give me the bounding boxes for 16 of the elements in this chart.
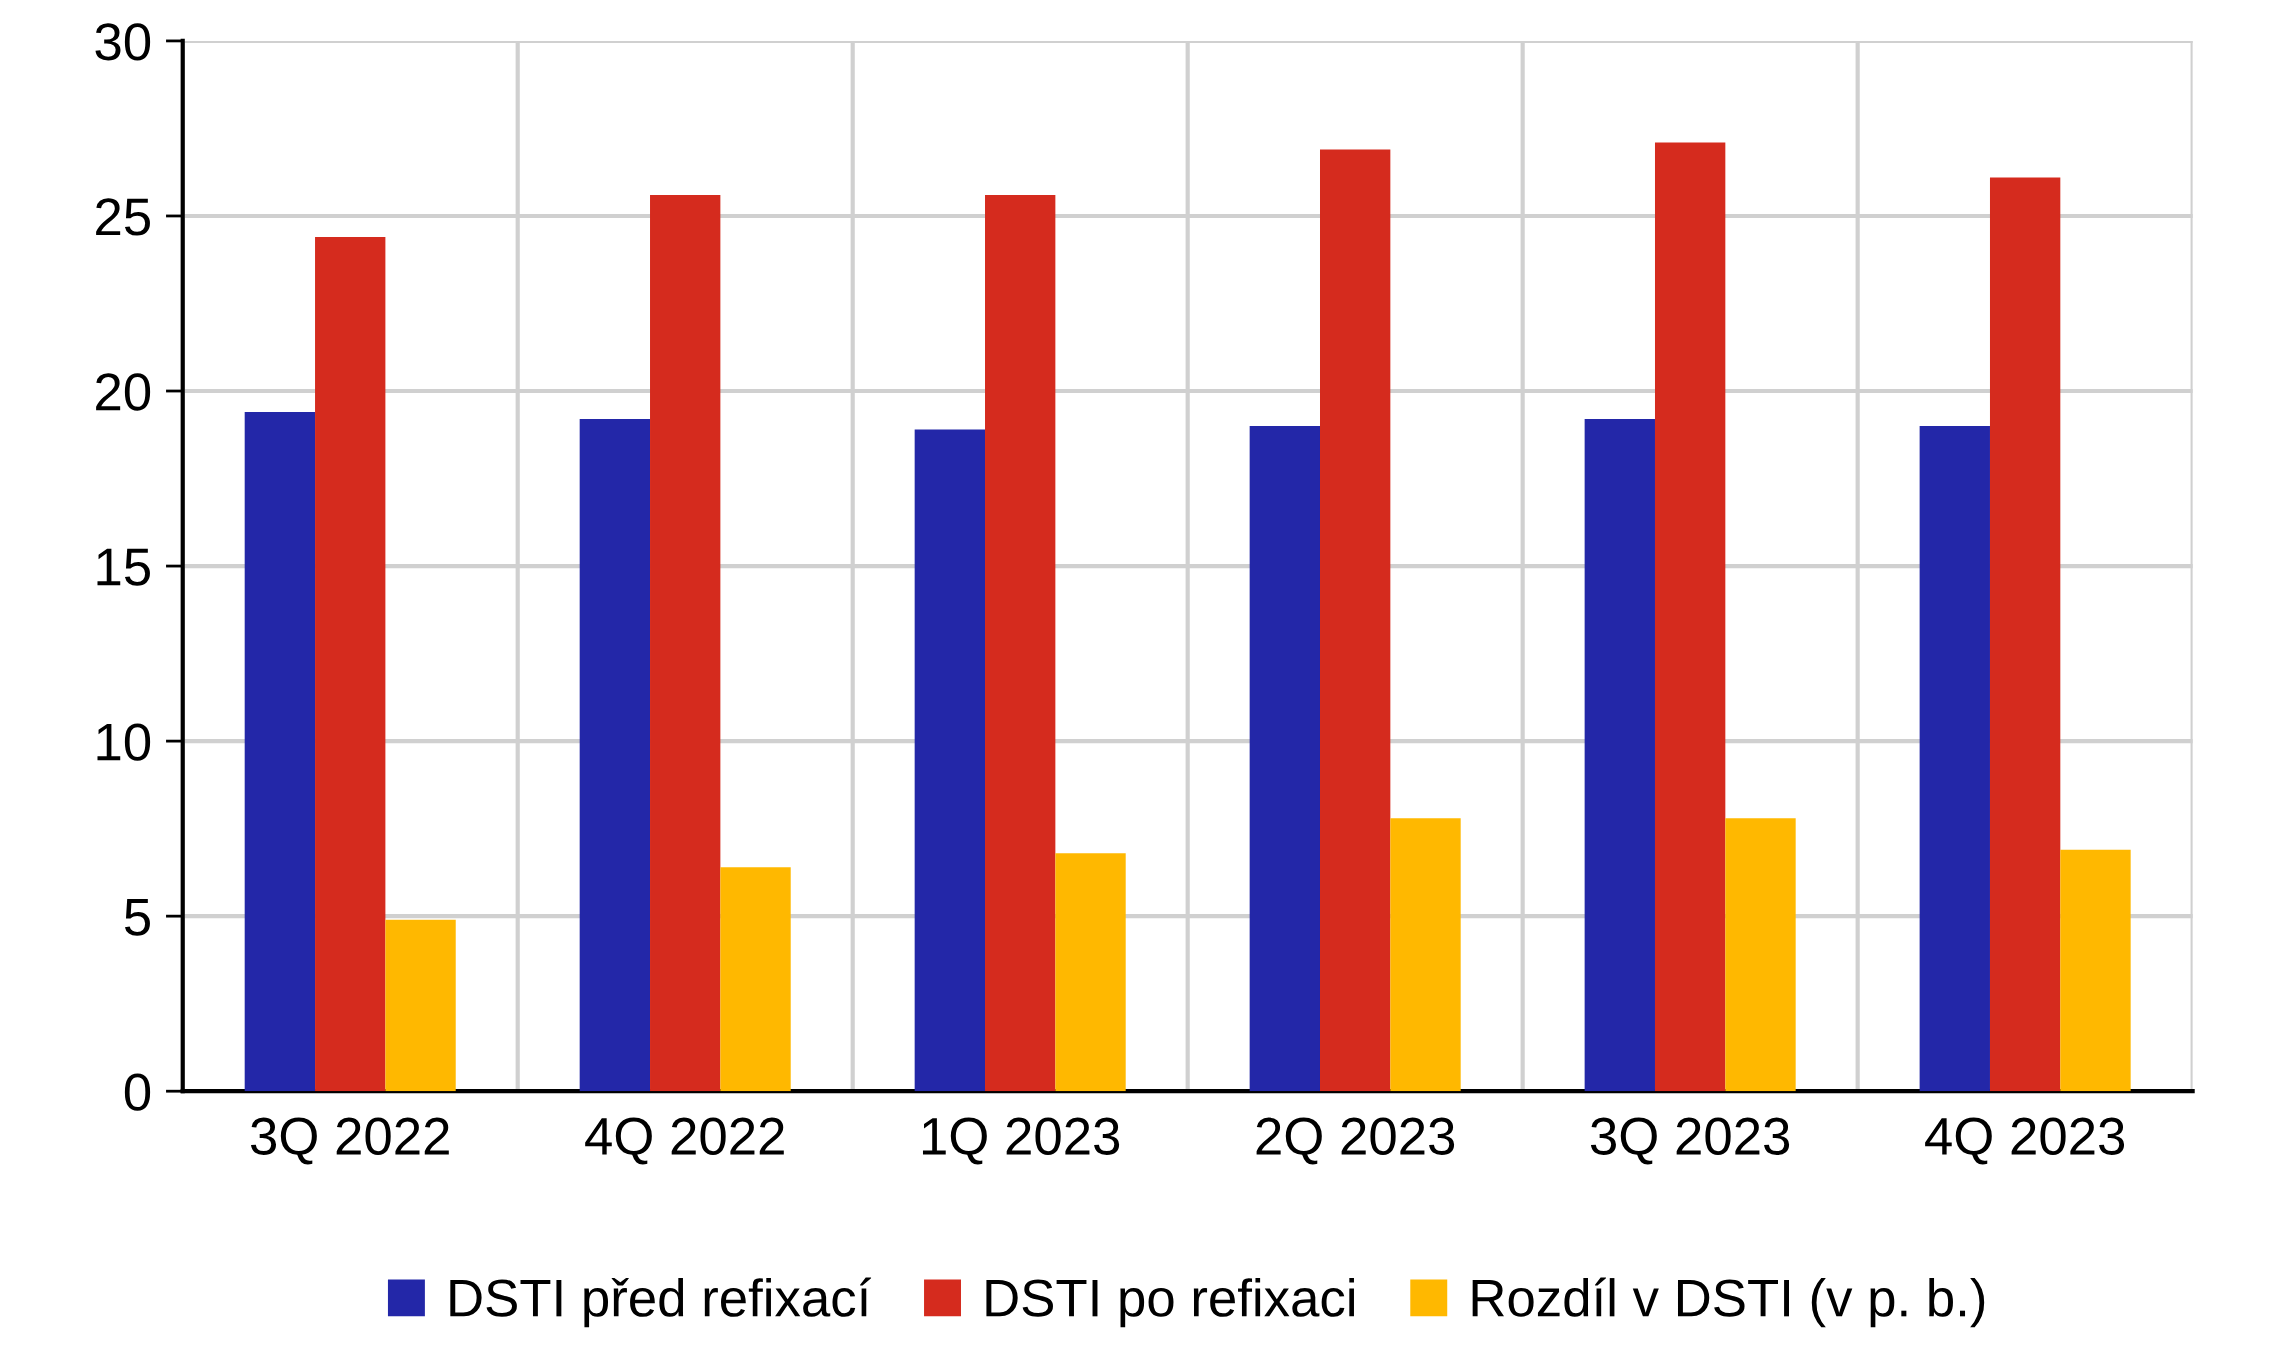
legend-label: Rozdíl v DSTI (v p. b.) <box>1472 1277 1985 1328</box>
y-tick-label: 15 <box>97 548 150 586</box>
x-tick-label: 3Q 2023 <box>1590 1117 1790 1165</box>
legend-label: DSTI po refixaci <box>986 1278 1354 1328</box>
legend-label: DSTI před refixací <box>450 1277 872 1328</box>
y-tick-label: 25 <box>96 198 150 236</box>
y-tick-label: 5 <box>124 898 150 936</box>
y-tick-label: 30 <box>95 23 151 61</box>
x-tick-label: 3Q 2022 <box>251 1117 449 1165</box>
y-tick-label: 20 <box>96 373 151 411</box>
x-tick-label: 1Q 2023 <box>922 1117 1120 1165</box>
x-tick-label: 4Q 2022 <box>585 1117 784 1165</box>
x-tick-label: 2Q 2023 <box>1256 1117 1455 1165</box>
y-tick-label: 10 <box>97 723 151 761</box>
x-tick-label: 4Q 2023 <box>1925 1117 2125 1165</box>
y-tick-label: 0 <box>124 1073 151 1111</box>
